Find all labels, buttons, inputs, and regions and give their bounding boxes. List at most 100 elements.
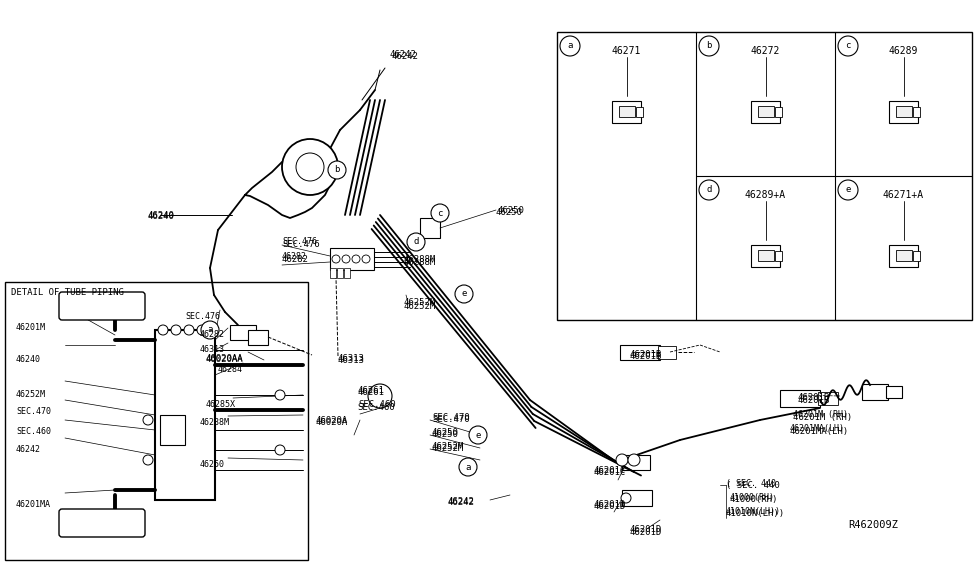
Text: a: a: [465, 462, 471, 471]
Text: 41000(RH): 41000(RH): [730, 493, 775, 502]
Text: SEC.476: SEC.476: [185, 312, 220, 321]
Text: 46252M: 46252M: [404, 302, 436, 311]
Text: SEC.460: SEC.460: [16, 427, 51, 436]
Text: 46261: 46261: [357, 388, 384, 397]
Bar: [889, 245, 917, 267]
Text: 46252M: 46252M: [404, 298, 436, 307]
Circle shape: [143, 415, 153, 425]
Bar: [886, 386, 902, 398]
Text: 46282: 46282: [282, 255, 309, 264]
Text: b: b: [334, 165, 339, 174]
Bar: [557, 32, 972, 320]
Text: 41010N(LH)): 41010N(LH)): [726, 509, 785, 518]
Text: DETAIL OF TUBE PIPING: DETAIL OF TUBE PIPING: [11, 288, 124, 297]
Text: 46201MA(LH): 46201MA(LH): [790, 424, 845, 433]
Text: 46242: 46242: [448, 497, 475, 506]
Circle shape: [628, 454, 640, 466]
Text: 46240: 46240: [148, 211, 175, 220]
Bar: [758, 106, 773, 117]
Bar: [636, 107, 643, 117]
Text: 46261: 46261: [358, 386, 385, 395]
Circle shape: [362, 255, 370, 263]
Bar: [420, 218, 440, 238]
Circle shape: [158, 325, 168, 335]
Bar: [620, 345, 660, 360]
Bar: [5, 282, 308, 560]
Text: 46272: 46272: [751, 46, 780, 56]
Bar: [775, 251, 782, 261]
Text: 46020AA: 46020AA: [206, 354, 244, 363]
Text: 46271+A: 46271+A: [883, 190, 924, 200]
Text: 46242: 46242: [448, 498, 475, 507]
Circle shape: [352, 255, 360, 263]
Bar: [751, 101, 780, 123]
Text: SEC.476: SEC.476: [282, 240, 320, 249]
Text: 46252M: 46252M: [432, 442, 464, 451]
Circle shape: [282, 139, 338, 195]
Text: SEC.470: SEC.470: [432, 413, 470, 422]
Circle shape: [560, 36, 580, 56]
Text: 46201B: 46201B: [630, 350, 662, 359]
Text: 46201M: 46201M: [16, 323, 46, 332]
Circle shape: [171, 325, 181, 335]
Text: 46271: 46271: [612, 46, 642, 56]
Bar: [248, 330, 268, 345]
Text: 46313: 46313: [200, 345, 225, 354]
Text: 46240: 46240: [16, 355, 41, 364]
Text: 46250: 46250: [498, 206, 525, 215]
Circle shape: [455, 285, 473, 303]
Circle shape: [621, 493, 631, 503]
Text: 46020A: 46020A: [316, 416, 348, 425]
Bar: [780, 390, 820, 407]
Text: 46313: 46313: [338, 354, 365, 363]
Text: c: c: [845, 41, 850, 50]
Circle shape: [838, 36, 858, 56]
Text: SEC.470: SEC.470: [16, 407, 51, 416]
Circle shape: [407, 233, 425, 251]
Text: 46289+A: 46289+A: [745, 190, 786, 200]
Text: 46201C: 46201C: [593, 466, 625, 475]
Text: e: e: [461, 289, 467, 298]
Circle shape: [342, 255, 350, 263]
Text: d: d: [413, 238, 418, 247]
Bar: [337, 268, 343, 278]
Text: 46250: 46250: [200, 460, 225, 469]
Text: e: e: [476, 431, 481, 440]
Bar: [751, 245, 780, 267]
Text: 46250: 46250: [432, 428, 459, 437]
Text: 46020A: 46020A: [316, 418, 348, 427]
Bar: [612, 101, 641, 123]
Text: 46288M: 46288M: [404, 258, 436, 267]
Bar: [862, 384, 888, 400]
Text: 46313: 46313: [338, 356, 365, 365]
Text: a: a: [208, 325, 213, 335]
Text: e: e: [845, 186, 850, 195]
Text: 46289: 46289: [889, 46, 918, 56]
Bar: [622, 455, 650, 470]
Text: SEC.460: SEC.460: [357, 403, 395, 412]
Circle shape: [201, 321, 219, 339]
Text: 46201C: 46201C: [593, 468, 625, 477]
Bar: [658, 346, 676, 359]
Bar: [775, 107, 782, 117]
Circle shape: [699, 180, 719, 200]
Circle shape: [296, 153, 324, 181]
Circle shape: [332, 255, 340, 263]
Text: SEC.460: SEC.460: [358, 400, 396, 409]
Text: 46285X: 46285X: [206, 400, 236, 409]
Text: SEC.476: SEC.476: [282, 237, 317, 246]
Text: 46201B: 46201B: [798, 396, 831, 405]
Circle shape: [469, 426, 487, 444]
Bar: [155, 330, 215, 500]
Bar: [618, 106, 635, 117]
Bar: [622, 490, 652, 506]
Text: ( SEC. 440: ( SEC. 440: [726, 481, 780, 490]
Circle shape: [275, 390, 285, 400]
Text: 46282: 46282: [282, 252, 307, 261]
Text: 46201B: 46201B: [798, 393, 831, 402]
Bar: [160, 415, 185, 445]
Text: 46284: 46284: [218, 365, 243, 374]
Text: c: c: [438, 208, 443, 217]
Text: 41010N(LH)): 41010N(LH)): [726, 507, 781, 516]
Text: 46020AA: 46020AA: [206, 355, 244, 364]
